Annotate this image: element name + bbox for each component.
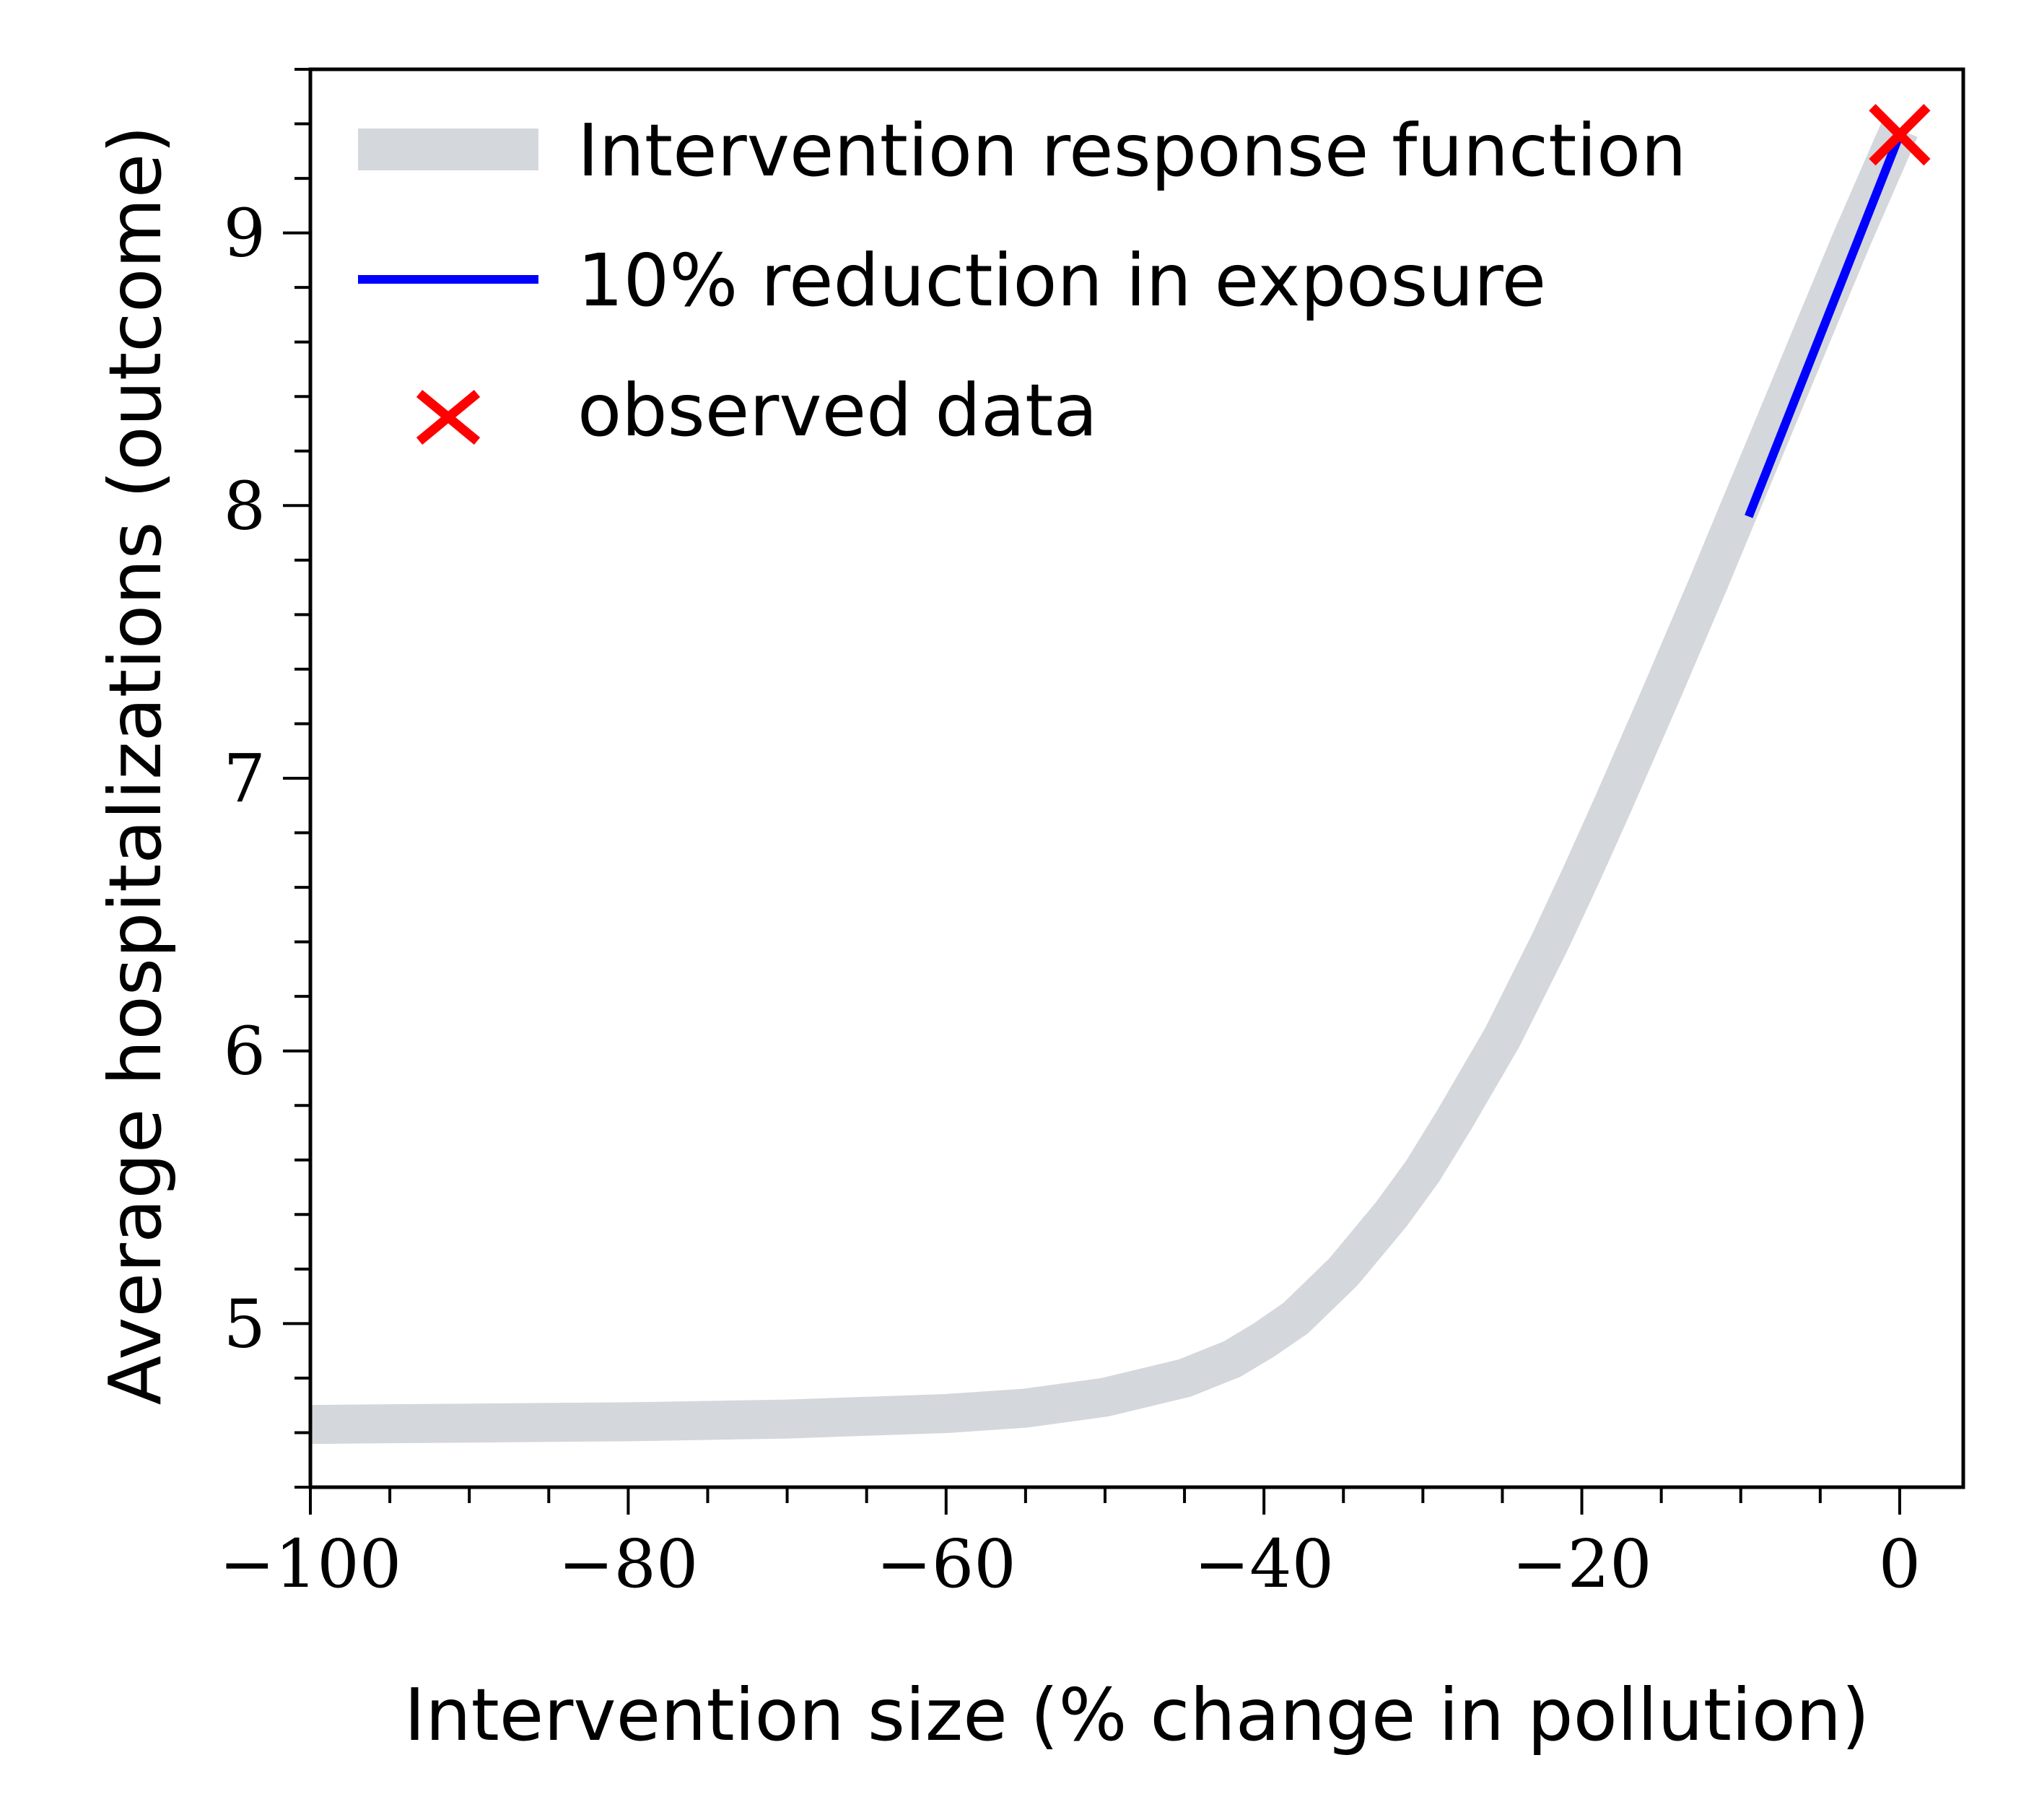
x-tick-label: −40 (1194, 1525, 1334, 1603)
y-tick-label: 9 (223, 195, 266, 272)
x-axis-label: Intervention size (% change in pollution… (404, 1673, 1870, 1757)
y-axis: 5 6 7 8 9 (223, 68, 310, 1489)
y-axis-label: Average hospitalizations (outcome) (93, 126, 178, 1406)
response-function-line (312, 121, 1918, 1445)
x-axis: −100 −80 −60 −40 −20 0 (219, 1487, 1921, 1603)
x-tick-label: −80 (558, 1525, 698, 1603)
x-tick-label: −100 (219, 1525, 402, 1603)
x-tick-label: −60 (876, 1525, 1016, 1603)
series-layer (312, 121, 1918, 1445)
x-tick-label: −20 (1511, 1525, 1651, 1603)
x-tick-label: 0 (1879, 1525, 1921, 1603)
marker-stroke (1869, 104, 1931, 166)
y-tick-label: 8 (223, 467, 266, 544)
legend: Intervention response function 10% reduc… (358, 108, 1687, 453)
y-tick-label: 5 (223, 1285, 266, 1362)
legend-label-reduction: 10% reduction in exposure (577, 238, 1546, 323)
legend-label-response: Intervention response function (577, 108, 1687, 193)
legend-marker-observed (416, 389, 481, 445)
reduction-line (1745, 133, 1904, 518)
legend-label-observed: observed data (577, 368, 1098, 453)
observed-data-point (1869, 104, 1931, 166)
marker-layer (1869, 104, 1931, 166)
y-tick-label: 6 (223, 1013, 266, 1090)
y-tick-label: 7 (223, 740, 266, 817)
